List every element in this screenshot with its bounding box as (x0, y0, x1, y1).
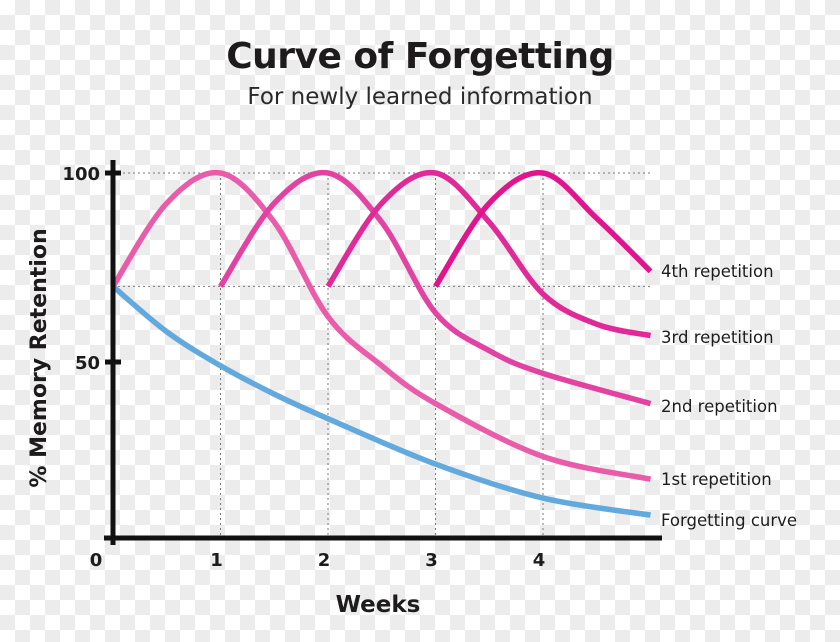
series-line-4th-repetition (433, 170, 653, 288)
series-label-4th-repetition: 4th repetition (661, 262, 774, 281)
y-tick-label: 100 (62, 164, 100, 185)
series-label-2nd-repetition: 2nd repetition (661, 397, 778, 416)
series-line-forgetting-curve (111, 284, 651, 518)
x-tick-label: 1 (210, 550, 223, 571)
series-line-2nd-repetition (218, 169, 652, 407)
series-line-1st-repetition (110, 169, 652, 482)
series-label-1st-repetition: 1st repetition (661, 470, 772, 489)
origin-label: 0 (90, 550, 103, 571)
x-axis-label: Weeks (336, 592, 421, 618)
y-axis-label: % Memory Retention (27, 228, 52, 487)
series-label-forgetting-curve: Forgetting curve (661, 511, 797, 530)
series-label-3rd-repetition: 3rd repetition (661, 328, 774, 347)
x-tick-label: 2 (318, 550, 331, 571)
series-line-3rd-repetition (325, 169, 652, 339)
y-tick-label: 50 (75, 353, 100, 374)
x-tick-label: 4 (533, 550, 546, 571)
chart-title: Curve of Forgetting (226, 36, 614, 77)
chart-subtitle: For newly learned information (247, 84, 593, 110)
x-tick-label: 3 (425, 550, 438, 571)
